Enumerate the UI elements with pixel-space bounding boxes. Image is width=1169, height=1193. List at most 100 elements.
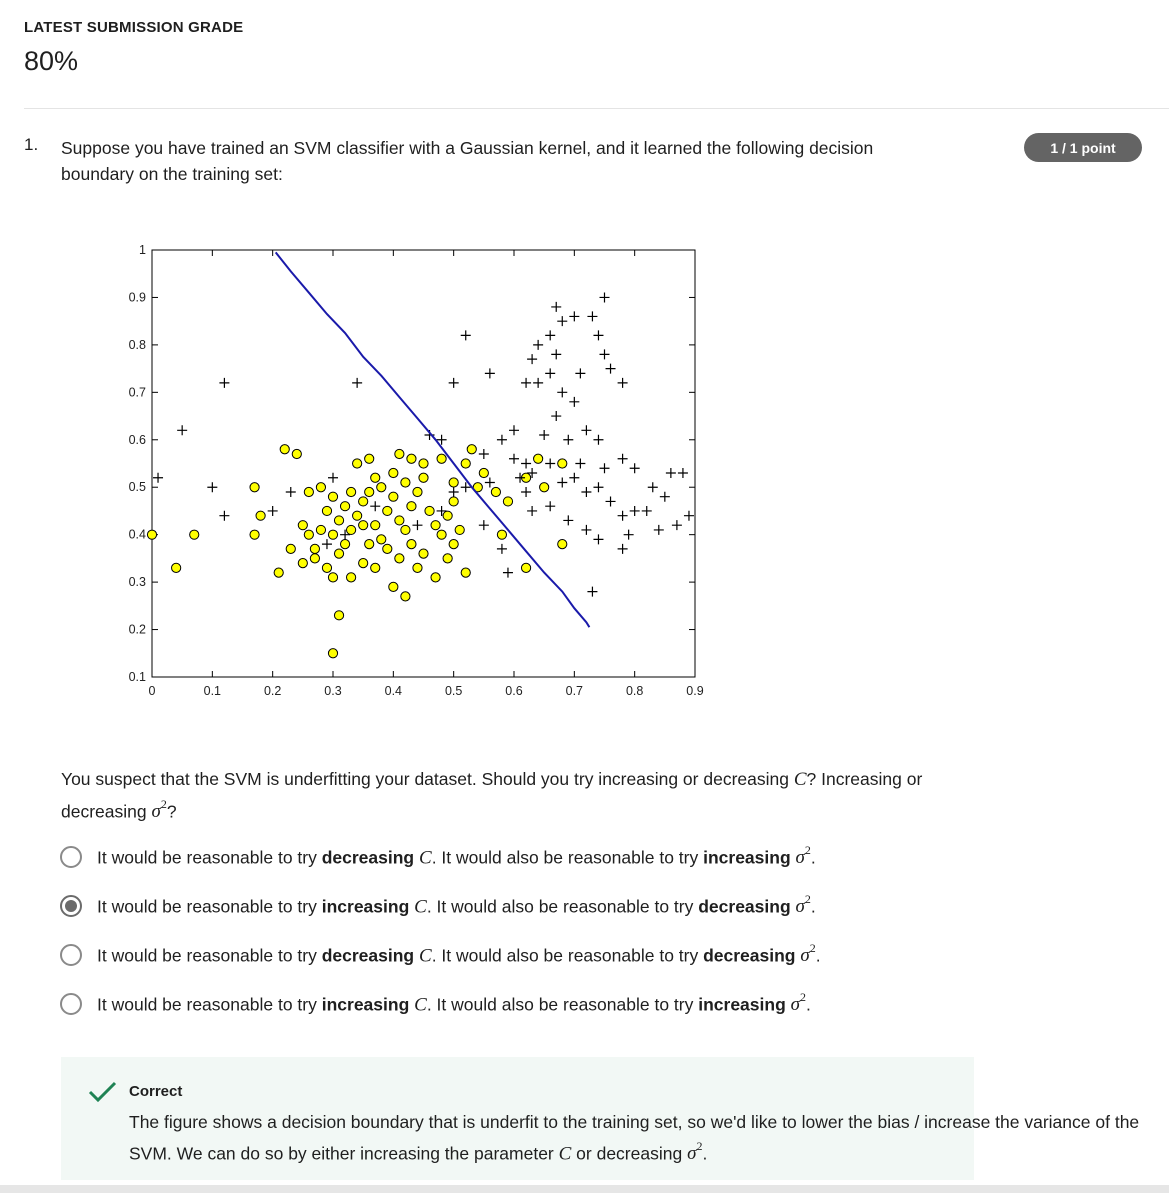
positive-point bbox=[545, 330, 556, 341]
negative-point bbox=[346, 524, 357, 536]
radio-button[interactable] bbox=[60, 944, 82, 966]
positive-point bbox=[207, 482, 218, 493]
positive-point bbox=[569, 311, 580, 322]
positive-point bbox=[569, 472, 580, 483]
x-tick-label: 0.9 bbox=[686, 684, 703, 698]
positive-point bbox=[370, 501, 381, 512]
negative-point bbox=[382, 543, 393, 554]
negative-point bbox=[339, 539, 351, 550]
option-4[interactable]: It would be reasonable to try increasing… bbox=[60, 990, 811, 1017]
negative-point bbox=[406, 501, 417, 512]
sigma-symbol: σ bbox=[790, 994, 801, 1016]
negative-point bbox=[333, 548, 345, 559]
positive-point bbox=[509, 453, 519, 464]
negative-point bbox=[466, 444, 477, 455]
prompt-part3: ? bbox=[166, 801, 177, 822]
sigma-exponent: 2 bbox=[696, 1139, 703, 1153]
negative-point bbox=[442, 553, 453, 564]
positive-point bbox=[641, 505, 652, 516]
positive-point bbox=[484, 477, 495, 488]
feedback-text: The figure shows a decision boundary tha… bbox=[129, 1109, 1159, 1167]
positive-point bbox=[436, 505, 447, 516]
negative-point bbox=[171, 562, 182, 573]
math-sigma: σ2 bbox=[687, 1139, 702, 1164]
negative-point bbox=[460, 458, 471, 469]
points-badge: 1 / 1 point bbox=[1024, 133, 1142, 162]
option-label[interactable]: It would be reasonable to try decreasing… bbox=[97, 941, 821, 967]
math-sigma: σ2 bbox=[795, 843, 811, 869]
negative-point bbox=[346, 572, 357, 583]
negative-point bbox=[327, 491, 339, 502]
y-tick-label: 0.8 bbox=[129, 338, 146, 352]
negative-point bbox=[496, 529, 508, 540]
decision-boundary-plot: 0 0.1 0.2 0.3 0.4 0.5 0.6 0.7 0.8 0.90.10.20.30.4… bbox=[129, 243, 704, 698]
option-label[interactable]: It would be reasonable to try increasing… bbox=[97, 990, 811, 1016]
radio-button-selected[interactable] bbox=[60, 895, 82, 917]
negative-point bbox=[309, 553, 320, 564]
positive-point bbox=[219, 377, 230, 388]
option-bold-2: increasing bbox=[698, 994, 786, 1015]
positive-point bbox=[502, 567, 513, 578]
option-end: . bbox=[806, 994, 811, 1015]
negative-point bbox=[478, 467, 489, 479]
radio-button[interactable] bbox=[60, 846, 82, 868]
negative-point bbox=[333, 515, 345, 526]
negative-point bbox=[327, 648, 339, 659]
negative-point bbox=[376, 482, 387, 493]
negative-point bbox=[364, 539, 375, 550]
math-c: C bbox=[419, 847, 432, 869]
prompt-part1: You suspect that the SVM is underfitting… bbox=[61, 769, 794, 789]
x-tick-label: 0.2 bbox=[264, 684, 281, 698]
radio-button[interactable] bbox=[60, 993, 82, 1015]
positive-point bbox=[539, 430, 550, 441]
negative-point bbox=[418, 458, 429, 469]
positive-point bbox=[617, 543, 628, 554]
grade-label: LATEST SUBMISSION GRADE bbox=[24, 19, 244, 36]
negative-point bbox=[502, 496, 514, 507]
positive-point bbox=[448, 486, 459, 497]
option-end: . bbox=[815, 945, 821, 966]
negative-point bbox=[557, 539, 568, 550]
positive-point bbox=[521, 377, 532, 388]
negative-point bbox=[364, 453, 375, 464]
negative-point bbox=[394, 515, 405, 526]
negative-point bbox=[255, 510, 266, 521]
option-bold-2: decreasing bbox=[698, 896, 791, 917]
positive-point bbox=[460, 482, 471, 493]
negative-point bbox=[490, 486, 501, 498]
option-1[interactable]: It would be reasonable to try decreasing… bbox=[60, 843, 816, 870]
positive-point bbox=[599, 463, 610, 474]
sigma-symbol: σ bbox=[795, 847, 805, 869]
positive-point bbox=[557, 316, 568, 327]
negative-point bbox=[430, 572, 441, 583]
option-3[interactable]: It would be reasonable to try decreasing… bbox=[60, 941, 821, 968]
negative-point bbox=[388, 581, 399, 592]
negative-point bbox=[333, 610, 345, 621]
option-label[interactable]: It would be reasonable to try decreasing… bbox=[97, 843, 816, 869]
math-c: C bbox=[419, 945, 432, 967]
negative-point bbox=[327, 529, 339, 540]
positive-point bbox=[484, 368, 495, 379]
negative-point bbox=[327, 572, 339, 583]
negative-point bbox=[358, 496, 369, 507]
positive-point bbox=[478, 449, 489, 460]
negative-point bbox=[376, 534, 387, 545]
positive-point bbox=[671, 520, 682, 531]
positive-point bbox=[623, 529, 634, 540]
positive-point bbox=[575, 368, 586, 379]
y-tick-label: 1 bbox=[139, 243, 146, 257]
negative-point bbox=[400, 524, 411, 536]
positive-point bbox=[557, 387, 568, 398]
option-bold-1: decreasing bbox=[321, 945, 415, 966]
negative-point bbox=[291, 448, 302, 460]
negative-point bbox=[388, 491, 399, 502]
option-pre: It would be reasonable to try bbox=[97, 945, 322, 966]
math-c: C bbox=[414, 994, 427, 1016]
positive-point bbox=[665, 467, 676, 478]
option-label[interactable]: It would be reasonable to try increasing… bbox=[97, 892, 816, 918]
negative-point bbox=[273, 567, 284, 578]
positive-point bbox=[545, 458, 556, 469]
negative-point bbox=[533, 453, 544, 464]
option-2[interactable]: It would be reasonable to try increasing… bbox=[60, 892, 816, 919]
math-c: C bbox=[414, 896, 427, 918]
